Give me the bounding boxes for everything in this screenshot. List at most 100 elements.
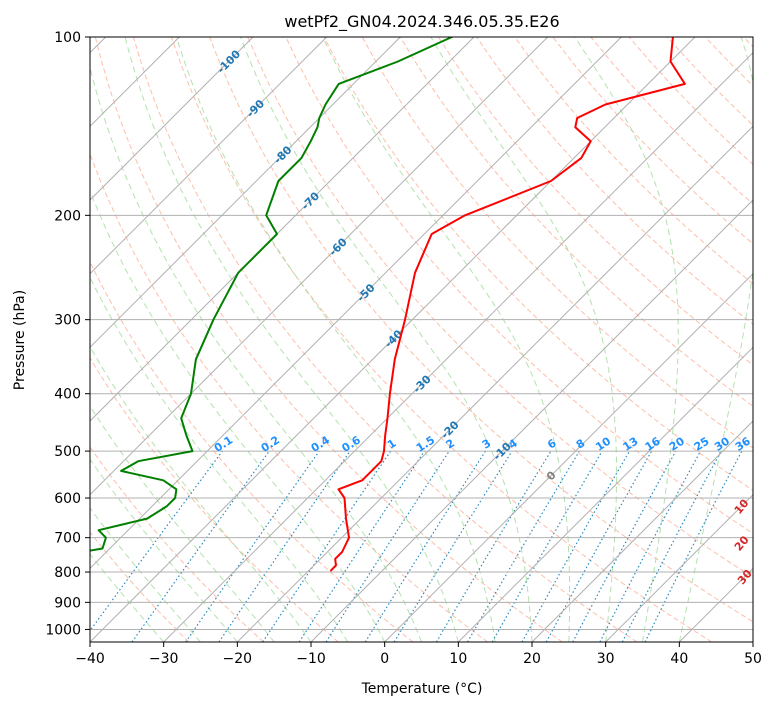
mixing-ratio-label: 0.2 <box>259 433 282 455</box>
mixing-ratio-line <box>131 450 270 642</box>
x-tick-label: 20 <box>523 651 541 667</box>
isotherm-label: -100 <box>215 47 244 76</box>
x-axis-label: Temperature (°C) <box>361 681 483 697</box>
mixing-ratio-line <box>435 450 552 642</box>
isotherm-line <box>90 37 401 349</box>
isotherm-line <box>678 567 753 642</box>
dry-adiabat-line <box>323 37 753 491</box>
moist-adiabat-line <box>90 345 312 642</box>
mixing-ratio-label: 8 <box>574 437 588 452</box>
mixing-ratio-line <box>521 450 631 642</box>
isotherm-label: -50 <box>354 281 377 304</box>
y-tick-label: 200 <box>54 208 81 224</box>
dry-adiabat-line <box>285 37 753 535</box>
isotherm-line <box>605 493 753 642</box>
isotherm-line <box>310 199 753 642</box>
dewpoint-profile-line <box>90 37 453 552</box>
moist-adiabat-line <box>90 276 349 642</box>
x-tick-label: −30 <box>149 651 179 667</box>
x-tick-label: 10 <box>449 651 467 667</box>
dry-adiabat-line <box>361 37 753 449</box>
dry-adiabat-line <box>399 37 753 407</box>
dry-adiabat-line <box>90 446 264 642</box>
dry-adiabat-line <box>514 37 753 285</box>
moist-adiabat-line <box>90 458 238 642</box>
x-tick-label: 40 <box>670 651 688 667</box>
dry-adiabat-line <box>666 37 753 126</box>
mixing-ratio-label: 6 <box>545 436 559 451</box>
dry-adiabat-label: 40 <box>754 592 774 612</box>
mixing-ratio-label: 1.5 <box>414 433 437 455</box>
dry-adiabat-line <box>90 260 414 642</box>
mixing-ratio-label: 0.1 <box>212 433 235 455</box>
dry-adiabat-line <box>94 37 563 642</box>
moist-adiabat-line <box>430 37 618 642</box>
moist-adiabat-line <box>90 65 422 642</box>
mixing-ratio-line <box>393 450 513 642</box>
skewed-isotherms <box>90 37 753 642</box>
isotherm-label: -20 <box>438 418 461 441</box>
mixing-ratio-line <box>218 450 351 642</box>
dry-adiabat-line <box>743 37 753 48</box>
y-tick-label: 400 <box>54 387 81 403</box>
mixing-ratio-line <box>545 450 653 642</box>
moist-adiabat-line <box>175 37 496 642</box>
mixing-ratio-line <box>572 450 677 642</box>
y-tick-label: 600 <box>54 491 81 507</box>
dry-adiabat-line <box>132 37 638 642</box>
pressure-gridlines <box>90 37 753 630</box>
mixing-ratio-line <box>90 450 223 632</box>
dry-adiabats <box>90 37 753 642</box>
mixing-ratio-line <box>262 450 392 642</box>
dry-adiabat-line <box>90 531 190 642</box>
dry-adiabat-line <box>209 37 753 623</box>
mixing-ratio-line <box>298 450 425 642</box>
dry-adiabat-label: 20 <box>732 533 752 553</box>
isotherm-line <box>90 37 549 496</box>
dry-adiabat-line <box>247 37 753 578</box>
mixing-ratio-label: 0.4 <box>309 433 333 455</box>
moist-adiabats <box>90 37 753 642</box>
isotherm-line <box>90 37 696 642</box>
y-tick-label: 100 <box>54 30 81 46</box>
isotherm-line <box>90 37 622 570</box>
moist-adiabat-line <box>90 189 386 642</box>
isotherm-line <box>236 125 753 642</box>
profile-series <box>90 37 686 572</box>
moist-adiabat-line <box>574 37 679 642</box>
isotherm-line <box>752 641 753 642</box>
mixing-ratio-lines <box>90 450 743 642</box>
line-annotations: 0.1 0.2 0.4 0.6 1 1.5 2 3 4 6 8 10 13 16 20 25 30 36-100-… <box>212 47 774 612</box>
x-tick-label: 50 <box>744 651 762 667</box>
x-tick-label: −10 <box>296 651 326 667</box>
mixing-ratio-label: 0.6 <box>339 433 363 455</box>
y-tick-label: 900 <box>54 595 81 611</box>
mixing-ratio-label: 3 <box>480 437 494 452</box>
y-axis-label: Pressure (hPa) <box>12 290 28 390</box>
dry-adiabat-line <box>90 152 488 642</box>
y-tick-label: 700 <box>54 531 81 547</box>
dry-adiabat-line <box>171 37 712 642</box>
chart-title: wetPf2_GN04.2024.346.05.35.E26 <box>284 12 559 32</box>
isotherm-line <box>384 272 753 642</box>
isotherm-line <box>163 51 753 642</box>
moist-adiabat-line <box>90 507 201 642</box>
mixing-ratio-line <box>325 450 450 642</box>
dry-adiabat-line <box>437 37 753 366</box>
moist-adiabat-line <box>322 37 571 642</box>
mixing-ratio-label: 1 <box>385 437 399 452</box>
y-tick-label: 800 <box>54 565 81 581</box>
x-tick-label: −40 <box>75 651 105 667</box>
y-axis-ticks: 100 200 300 400 500 600 700 800 900 1000 <box>45 30 90 638</box>
x-axis-ticks: −40 −30 −20 −10 0 10 20 30 40 50 <box>75 642 762 667</box>
plot-frame <box>89 36 754 643</box>
dry-adiabat-line <box>90 356 339 642</box>
mixing-ratio-line <box>599 450 702 642</box>
dry-adiabat-label: 30 <box>735 567 755 587</box>
isotherm-line <box>90 37 328 275</box>
moist-adiabat-line <box>124 37 459 642</box>
isotherm-line <box>531 420 753 642</box>
moist-adiabat-line <box>240 37 533 642</box>
temperature-profile-line <box>330 37 686 572</box>
